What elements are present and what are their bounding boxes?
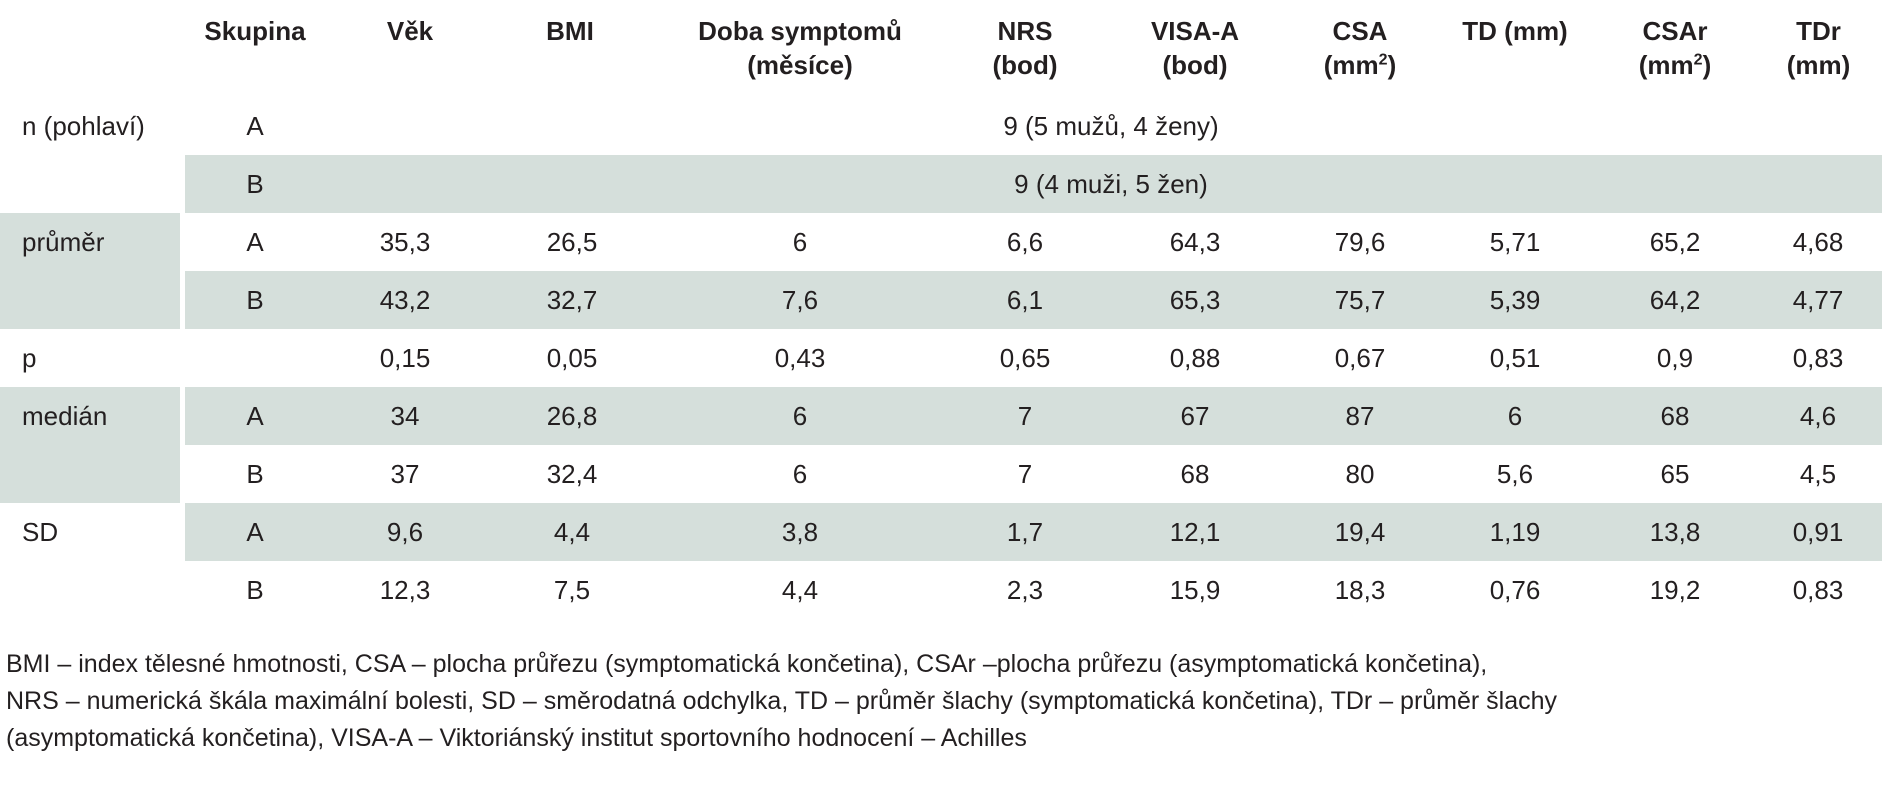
value-cell: 37 xyxy=(390,458,420,489)
value-cell: 65 xyxy=(1660,458,1690,489)
group-cell: B xyxy=(246,458,264,489)
group-cell: A xyxy=(246,110,264,141)
value-cell: 32,4 xyxy=(546,458,598,489)
band-n-b xyxy=(185,155,1882,213)
value-cell: 26,5 xyxy=(546,226,598,257)
group-cell: A xyxy=(246,400,264,431)
value-cell: 12,1 xyxy=(1169,516,1221,547)
n-a-cell: 9 (5 mužů, 4 ženy) xyxy=(1003,110,1219,141)
value-cell: 6 xyxy=(792,226,808,257)
value-cell: 12,3 xyxy=(379,574,431,605)
value-cell: 4,4 xyxy=(781,574,819,605)
band-sd-a xyxy=(185,503,1882,561)
value-cell: 9,6 xyxy=(386,516,424,547)
value-cell: 0,91 xyxy=(1792,516,1844,547)
value-cell: 0,83 xyxy=(1792,574,1844,605)
group-cell: B xyxy=(246,284,264,315)
value-cell: 0,15 xyxy=(379,342,431,373)
header-td: TD (mm) xyxy=(1462,16,1568,46)
value-cell: 19,2 xyxy=(1649,574,1701,605)
value-cell: 0,9 xyxy=(1656,342,1694,373)
band-prumer-label xyxy=(0,213,180,329)
value-cell: 4,4 xyxy=(553,516,591,547)
value-cell: 26,8 xyxy=(546,400,598,431)
value-cell: 0,83 xyxy=(1792,342,1844,373)
value-cell: 19,4 xyxy=(1334,516,1386,547)
row-label-n: n (pohlaví) xyxy=(22,110,145,141)
value-cell: 7 xyxy=(1017,400,1033,431)
value-cell: 5,6 xyxy=(1496,458,1534,489)
footnote-line: BMI – index tělesné hmotnosti, CSA – plo… xyxy=(6,650,1488,678)
band-median-label xyxy=(0,387,180,503)
value-cell: 4,6 xyxy=(1799,400,1837,431)
value-cell: 5,39 xyxy=(1489,284,1541,315)
row-label-p: p xyxy=(22,342,37,373)
value-cell: 0,43 xyxy=(774,342,826,373)
value-cell: 7,5 xyxy=(553,574,591,605)
value-cell: 6,6 xyxy=(1006,226,1044,257)
header-skupina: Skupina xyxy=(204,16,306,46)
value-cell: 7,6 xyxy=(781,284,819,315)
value-cell: 87 xyxy=(1345,400,1375,431)
value-cell: 6 xyxy=(1507,400,1523,431)
value-cell: 0,88 xyxy=(1169,342,1221,373)
value-cell: 32,7 xyxy=(546,284,598,315)
header-vek: Věk xyxy=(386,16,434,46)
value-cell: 1,7 xyxy=(1006,516,1044,547)
value-cell: 64,2 xyxy=(1649,284,1701,315)
value-cell: 43,2 xyxy=(379,284,431,315)
value-cell: 65,3 xyxy=(1169,284,1221,315)
value-cell: 0,05 xyxy=(546,342,598,373)
value-cell: 0,51 xyxy=(1489,342,1541,373)
n-b-cell: 9 (4 muži, 5 žen) xyxy=(1014,168,1208,199)
value-cell: 79,6 xyxy=(1334,226,1386,257)
value-cell: 68 xyxy=(1660,400,1690,431)
group-cell: A xyxy=(246,226,264,257)
footnote-line: (asymptomatická končetina), VISA-A – Vik… xyxy=(6,724,1027,752)
row-label-prumer: průměr xyxy=(22,226,105,257)
value-cell: 15,9 xyxy=(1169,574,1221,605)
header-nrs: NRS (bod) xyxy=(992,16,1058,80)
header-csa: CSA (mm2) xyxy=(1323,16,1397,80)
footnote: BMI – index tělesné hmotnosti, CSA – plo… xyxy=(6,646,1878,757)
value-cell: 5,71 xyxy=(1489,226,1541,257)
value-cell: 75,7 xyxy=(1334,284,1386,315)
row-label-sd: SD xyxy=(22,516,59,547)
value-cell: 3,8 xyxy=(781,516,819,547)
value-cell: 35,3 xyxy=(379,226,431,257)
value-cell: 0,67 xyxy=(1334,342,1386,373)
value-cell: 0,76 xyxy=(1489,574,1541,605)
value-cell: 4,68 xyxy=(1792,226,1844,257)
value-cell: 6 xyxy=(792,458,808,489)
header-doba-symptomu: Doba symptomů (měsíce) xyxy=(698,16,902,80)
row-label-median: medián xyxy=(22,400,108,431)
value-cell: 13,8 xyxy=(1649,516,1701,547)
value-cell: 6 xyxy=(792,400,808,431)
value-cell: 7 xyxy=(1017,458,1033,489)
value-cell: 0,65 xyxy=(999,342,1051,373)
value-cell: 65,2 xyxy=(1649,226,1701,257)
group-cell: B xyxy=(246,168,264,199)
header-csar: CSAr (mm2) xyxy=(1638,16,1712,80)
footnote-line: NRS – numerická škála maximální bolesti,… xyxy=(6,687,1558,715)
results-table: Skupina Věk BMI Doba symptomů (měsíce) NR… xyxy=(0,16,1882,605)
header-tdr: TDr (mm) xyxy=(1786,16,1851,80)
value-cell: 6,1 xyxy=(1006,284,1044,315)
value-cell: 64,3 xyxy=(1169,226,1221,257)
value-cell: 1,19 xyxy=(1489,516,1541,547)
value-cell: 4,77 xyxy=(1792,284,1844,315)
value-cell: 68 xyxy=(1180,458,1210,489)
value-cell: 80 xyxy=(1345,458,1375,489)
band-median-a xyxy=(185,387,1882,445)
header-bmi: BMI xyxy=(546,16,594,46)
value-cell: 2,3 xyxy=(1006,574,1044,605)
header-visa-a: VISA-A (bod) xyxy=(1150,16,1240,80)
group-cell: A xyxy=(246,516,264,547)
value-cell: 67 xyxy=(1180,400,1210,431)
value-cell: 18,3 xyxy=(1334,574,1386,605)
value-cell: 4,5 xyxy=(1799,458,1837,489)
group-cell: B xyxy=(246,574,264,605)
value-cell: 34 xyxy=(390,400,420,431)
band-prumer-b xyxy=(185,271,1882,329)
